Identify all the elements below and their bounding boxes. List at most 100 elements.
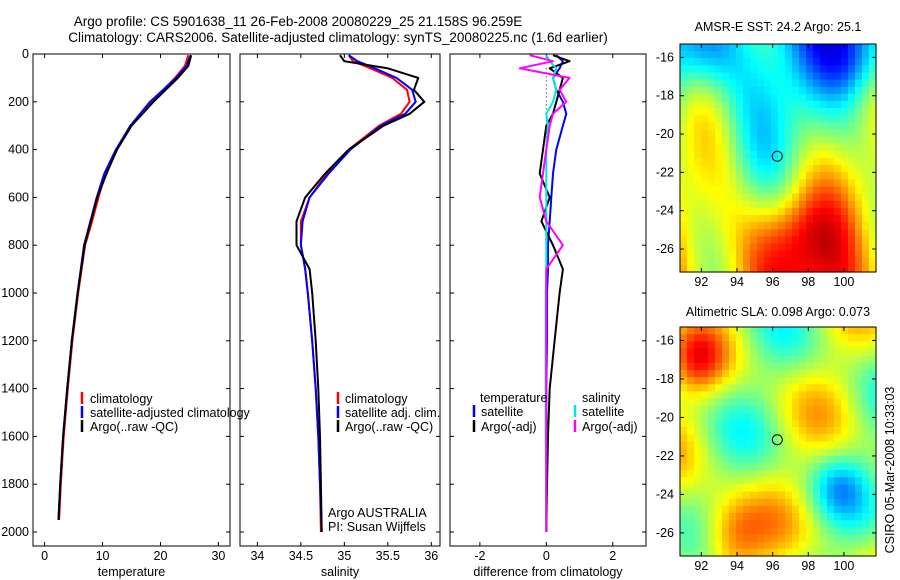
heatmap-cell [701,455,709,464]
heatmap-cell [708,484,716,493]
heatmap-cell [680,448,688,457]
heatmap-cell [687,58,695,66]
heatmap-cell [694,548,702,557]
heatmap-cell [736,243,744,252]
heatmap-cell [736,455,744,464]
heatmap-cell [862,484,870,493]
heatmap-cell [792,51,800,59]
heatmap-cell [806,243,814,252]
heatmap-cell [855,520,863,528]
heatmap-cell [736,548,744,557]
heatmap-cell [680,72,688,81]
heatmap-cell [750,362,758,371]
heatmap-cell [792,136,800,145]
heatmap-cell [743,384,751,393]
heatmap-cell [757,369,765,378]
heatmap-cell [708,470,716,478]
heatmap-cell [701,434,709,443]
heatmap-cell [820,477,828,486]
heatmap-cell [715,101,723,109]
heatmap-cell [743,65,751,74]
heatmap-cell [680,222,688,230]
heatmap-cell [785,101,793,109]
heatmap-cell [820,58,828,66]
heatmap-cell [834,462,842,471]
heatmap-cell [841,158,849,166]
legend-label-t-satellite: satellite [481,405,523,419]
heatmap-cell [680,86,688,95]
series-line [518,54,571,532]
heatmap-cell [869,243,877,252]
heatmap-cell [806,136,814,145]
heatmap-cell [729,470,737,478]
heatmap-cell [680,548,688,557]
heatmap-cell [694,334,702,342]
heatmap-cell [855,186,863,195]
heatmap-cell [701,534,709,543]
heatmap-cell [799,86,807,95]
heatmap-cell [820,108,828,116]
heatmap-cell [806,448,814,457]
y-tick-label: 1600 [1,429,29,443]
heatmap-cell [806,484,814,493]
heatmap-cell [848,491,856,500]
heatmap-cell [771,243,779,252]
heatmap-cell [687,498,695,507]
heatmap-cell [701,222,709,230]
heatmap-cell [764,115,772,123]
heatmap-cell [687,348,695,357]
heatmap-cell [722,72,730,81]
heatmap-cell [827,236,835,245]
heatmap-cell [729,51,737,59]
heatmap-cell [862,498,870,507]
map-title: Altimetric SLA: 0.098 Argo: 0.073 [686,305,870,319]
heatmap-cell [862,51,870,59]
heatmap-cell [862,222,870,230]
heatmap-cell [813,462,821,471]
heatmap-cell [701,470,709,478]
heatmap-cell [785,520,793,528]
heatmap-cell [834,420,842,428]
series-line [295,54,426,533]
heatmap-cell [778,250,786,259]
heatmap-cell [694,498,702,507]
heatmap-cell [743,355,751,364]
heatmap-cell [750,541,758,550]
heatmap-cell [743,420,751,428]
heatmap-cell [694,108,702,116]
heatmap-cell [729,86,737,95]
heatmap-cell [750,527,758,536]
heatmap-cell [806,86,814,95]
heatmap-cell [869,44,877,52]
heatmap-cell [722,65,730,74]
heatmap-cell [862,143,870,152]
heatmap-cell [715,51,723,59]
heatmap-cell [708,398,716,407]
heatmap-cell [764,72,772,81]
heatmap-cell [799,327,807,335]
heatmap-cell [743,86,751,95]
heatmap-cell [855,143,863,152]
heatmap-cell [820,51,828,59]
heatmap-cell [701,93,709,102]
heatmap-cell [729,505,737,514]
heatmap-cell [694,229,702,237]
heatmap-cell [827,377,835,385]
heatmap-cell [715,236,723,245]
heatmap-cell [750,136,758,145]
heatmap-cell [813,348,821,357]
heatmap-cell [680,384,688,393]
heatmap-cell [701,391,709,400]
heatmap-cell [834,441,842,450]
heatmap-cell [750,215,758,223]
heatmap-cell [848,441,856,450]
heatmap-cell [687,193,695,202]
heatmap-cell [827,115,835,123]
heatmap-cell [680,93,688,102]
heatmap-cell [764,505,772,514]
heatmap-cell [743,136,751,145]
heatmap-cell [813,369,821,378]
heatmap-cell [729,179,737,188]
heatmap-cell [820,505,828,514]
heatmap-cell [834,527,842,536]
